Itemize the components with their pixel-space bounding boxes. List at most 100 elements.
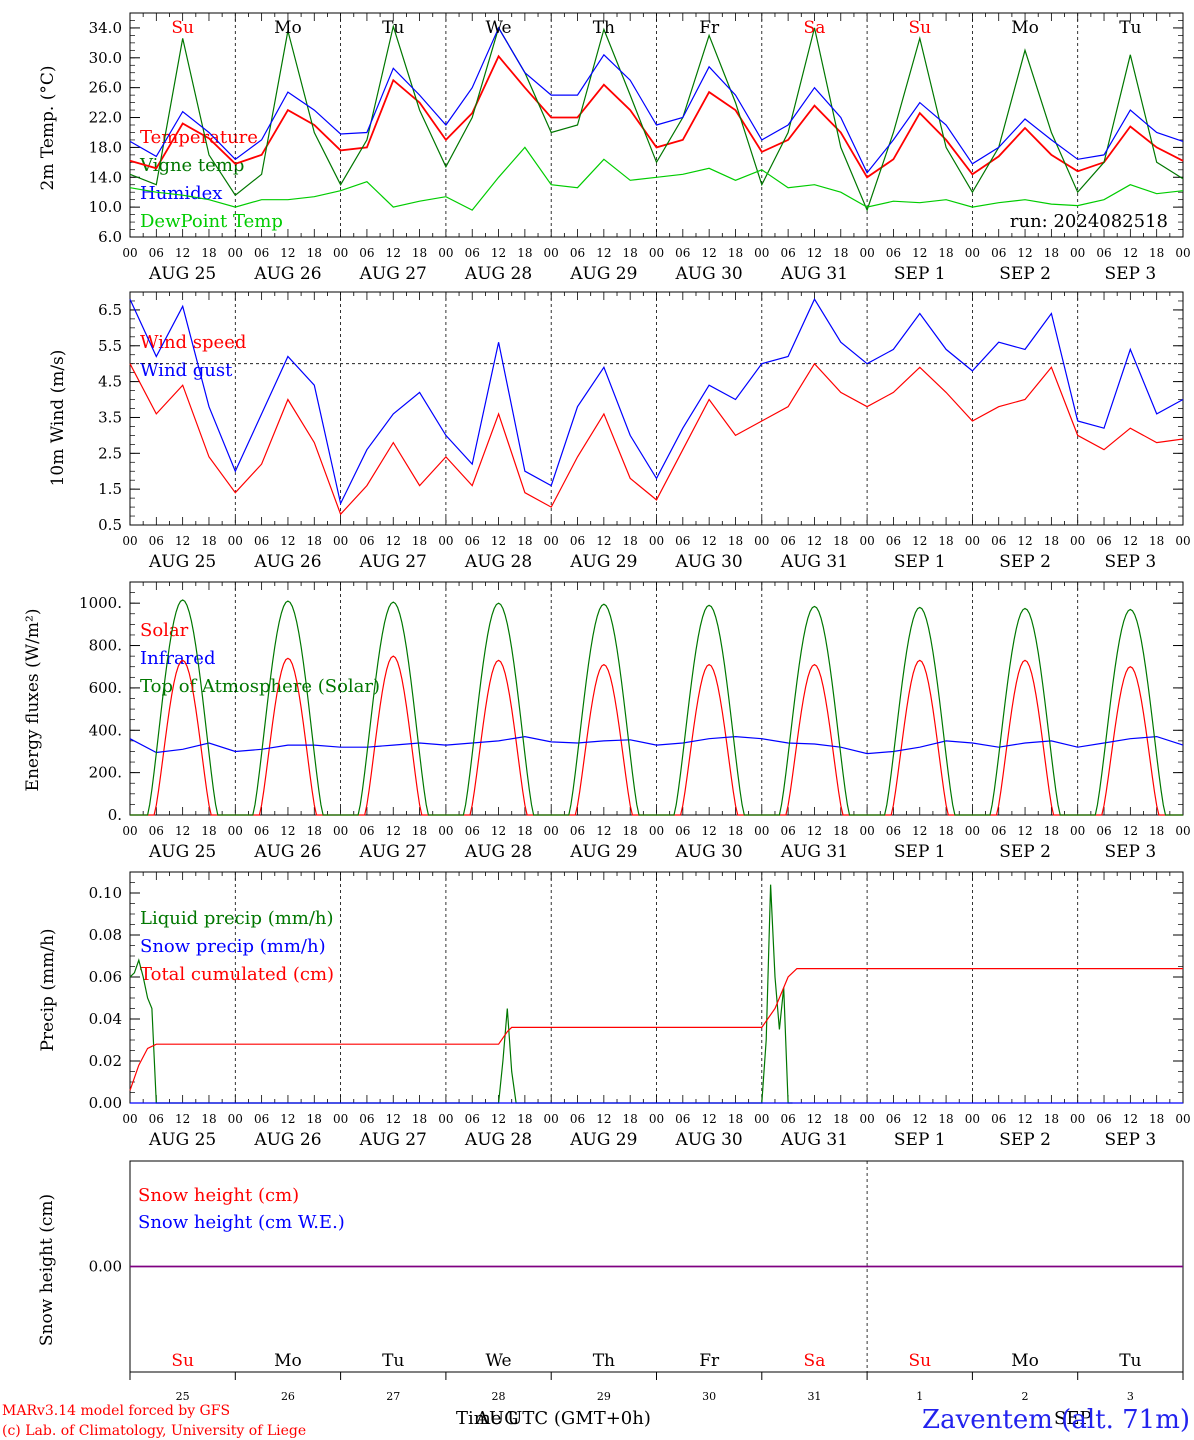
series-total-cumulated-cm: [129, 967, 1183, 1091]
day-name-bottom: Fr: [699, 1351, 720, 1371]
day-number: 25: [176, 1390, 190, 1403]
day-name-top: Fr: [699, 18, 720, 38]
hour-label: 18: [307, 246, 322, 260]
hour-label: 12: [807, 534, 822, 548]
hour-label: 00: [438, 534, 453, 548]
hour-label: 12: [1123, 1112, 1138, 1126]
hour-label: 18: [201, 246, 216, 260]
hour-label: 18: [412, 1112, 427, 1126]
legend-wind-speed: Wind speed: [140, 332, 246, 353]
hour-label: 12: [1123, 246, 1138, 260]
hour-label: 06: [465, 534, 480, 548]
hour-label: 18: [517, 824, 532, 838]
hour-label: 06: [254, 246, 269, 260]
hour-label: 06: [359, 534, 374, 548]
hour-label: 00: [228, 534, 243, 548]
y-tick-label: 5.5: [98, 337, 122, 355]
hour-label: 12: [912, 1112, 927, 1126]
hour-label: 06: [465, 1112, 480, 1126]
hour-label: 00: [228, 824, 243, 838]
hour-label: 06: [991, 1112, 1006, 1126]
hour-label: 00: [228, 1112, 243, 1126]
hour-label: 12: [596, 246, 611, 260]
day-number: 26: [281, 1390, 295, 1403]
y-tick-label: 6.5: [98, 301, 122, 319]
y-tick-label: 0.00: [89, 1258, 122, 1276]
hour-label: 06: [780, 246, 795, 260]
date-label: AUG 25: [148, 264, 216, 284]
temperature-panel: 2m Temp. (°C) Temperature Vigne temp Hum…: [38, 12, 1191, 284]
y-tick-label: 0.10: [89, 884, 122, 902]
date-label: AUG 25: [148, 1130, 216, 1150]
hour-label: 18: [728, 824, 743, 838]
hour-label: 00: [544, 246, 559, 260]
hour-label: 18: [728, 1112, 743, 1126]
hour-label: 12: [1017, 1112, 1032, 1126]
legend-dewpoint-temp: DewPoint Temp: [140, 211, 283, 232]
day-number: 29: [597, 1390, 611, 1403]
hour-label: 18: [307, 534, 322, 548]
y-tick-label: 4.5: [98, 373, 122, 391]
hour-label: 18: [412, 534, 427, 548]
hour-label: 06: [1096, 534, 1111, 548]
hour-label: 00: [228, 246, 243, 260]
hour-label: 12: [491, 824, 506, 838]
hour-label: 18: [1044, 824, 1059, 838]
day-name-top: Su: [908, 18, 931, 38]
hour-label: 12: [280, 534, 295, 548]
hour-label: 18: [1044, 1112, 1059, 1126]
y-tick-label: 34.0: [89, 19, 122, 37]
day-number: 3: [1127, 1390, 1134, 1403]
legend-snow-height-we: Snow height (cm W.E.): [138, 1212, 345, 1233]
hour-label: 06: [570, 824, 585, 838]
hour-label: 18: [1149, 246, 1164, 260]
hour-label: 18: [1149, 1112, 1164, 1126]
x-axis-month-aug: AUG: [475, 1408, 519, 1429]
hour-label: 18: [938, 824, 953, 838]
date-label: AUG 27: [359, 552, 427, 572]
hour-label: 06: [359, 824, 374, 838]
y-tick-label: 0.08: [89, 926, 122, 944]
y-tick-label: 14.0: [89, 168, 122, 186]
date-label: AUG 26: [253, 552, 321, 572]
legend-total-cumulated: Total cumulated (cm): [140, 964, 334, 985]
hour-label: 12: [596, 1112, 611, 1126]
hour-label: 12: [175, 246, 190, 260]
y-tick-label: 30.0: [89, 49, 122, 67]
date-label: AUG 30: [675, 264, 743, 284]
day-name-top: Tu: [382, 18, 404, 38]
series-humidex: [129, 26, 1184, 174]
hour-label: 00: [1070, 534, 1085, 548]
hour-label: 18: [201, 534, 216, 548]
hour-label: 12: [1123, 534, 1138, 548]
hour-label: 12: [596, 534, 611, 548]
hour-label: 06: [675, 1112, 690, 1126]
hour-label: 06: [886, 246, 901, 260]
y-tick-label: 0.06: [89, 968, 122, 986]
day-number: 2: [1022, 1390, 1029, 1403]
date-label: SEP 2: [999, 842, 1051, 862]
footer-model-line: MARv3.14 model forced by GFS: [2, 1403, 230, 1419]
hour-label: 18: [201, 824, 216, 838]
hour-label: 06: [570, 534, 585, 548]
hour-label: 06: [465, 246, 480, 260]
date-label: AUG 27: [359, 842, 427, 862]
y-tick-label: 0.5: [98, 516, 122, 534]
hour-label: 00: [333, 534, 348, 548]
date-label: SEP 3: [1104, 264, 1156, 284]
hour-label: 00: [965, 1112, 980, 1126]
date-label: AUG 29: [569, 552, 637, 572]
energy-y-label: Energy fluxes (W/m²): [23, 609, 43, 792]
date-label: AUG 25: [148, 552, 216, 572]
hour-label: 12: [175, 1112, 190, 1126]
legend-snow-height: Snow height (cm): [138, 1185, 299, 1206]
footer: MARv3.14 model forced by GFS (c) Lab. of…: [2, 1403, 1190, 1439]
hour-label: 18: [201, 1112, 216, 1126]
energy-panel: Energy fluxes (W/m²) Solar Infrared Top …: [23, 581, 1191, 862]
hour-label: 00: [333, 246, 348, 260]
hour-label: 00: [1175, 824, 1190, 838]
date-label: AUG 27: [359, 264, 427, 284]
date-label: AUG 28: [464, 1130, 532, 1150]
y-tick-label: 18.0: [89, 138, 122, 156]
series-wind-gust: [129, 297, 1184, 506]
